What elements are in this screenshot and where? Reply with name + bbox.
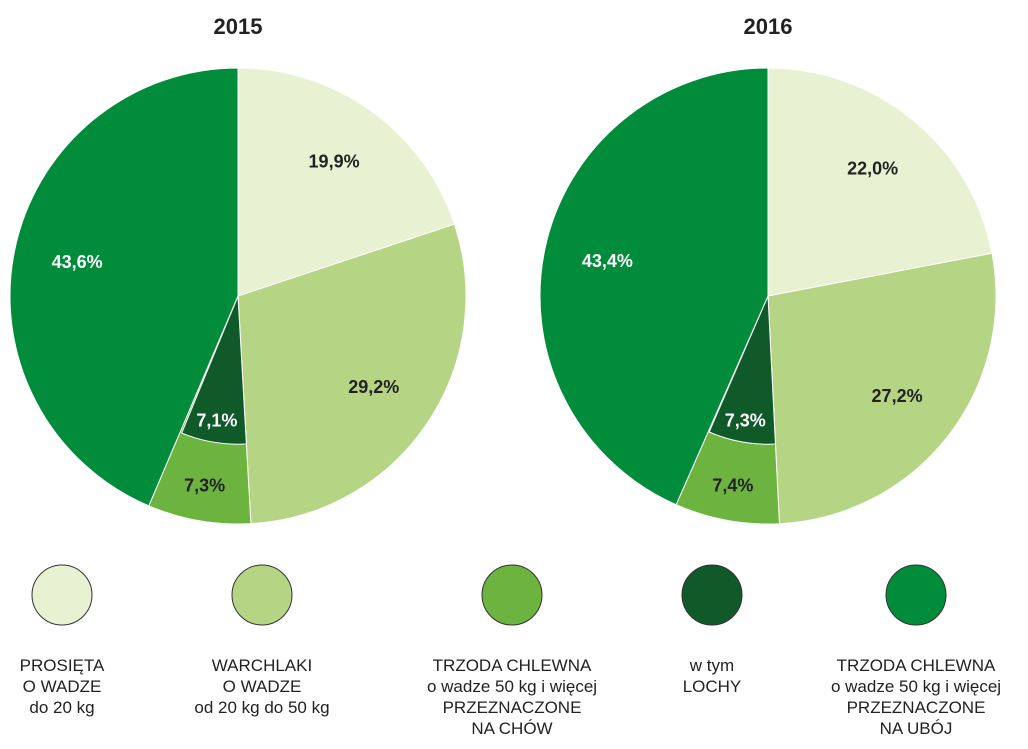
legend-swatch [31, 564, 93, 626]
pie-slice [708, 295, 776, 445]
pie-slice [539, 67, 769, 506]
value-label: 7,1% [196, 411, 237, 431]
value-label: 7,4% [712, 475, 753, 495]
legend-swatch [885, 564, 947, 626]
legend-label: TRZODA CHLEWNA o wadze 50 kg i więcej PR… [426, 656, 598, 738]
pie-slice [9, 67, 239, 507]
pie-slice [767, 252, 997, 525]
legend-label: w tym LOCHY [682, 656, 742, 696]
pie-slice [237, 223, 467, 525]
value-label: 7,3% [725, 410, 766, 430]
pie-slice [767, 67, 993, 297]
value-label: 22,0% [847, 158, 898, 178]
legend-swatch [231, 564, 293, 626]
legend-swatch [681, 564, 743, 626]
value-label: 43,6% [52, 252, 103, 272]
legend-swatch [481, 564, 543, 626]
value-label: 19,9% [309, 152, 360, 172]
value-label: 29,2% [348, 377, 399, 397]
pie-slice [237, 67, 456, 297]
chart-title: 2015 [214, 14, 263, 39]
legend-label: PROSIĘTA O WADZE do 20 kg [19, 656, 105, 717]
pie-slice [181, 295, 247, 445]
chart-title: 2016 [744, 14, 793, 39]
value-label: 43,4% [582, 251, 633, 271]
legend-label: TRZODA CHLEWNA o wadze 50 kg i więcej PR… [830, 656, 1002, 738]
legend-label: WARCHLAKI O WADZE od 20 kg do 50 kg [194, 656, 330, 717]
value-label: 27,2% [872, 386, 923, 406]
value-label: 7,3% [184, 476, 225, 496]
